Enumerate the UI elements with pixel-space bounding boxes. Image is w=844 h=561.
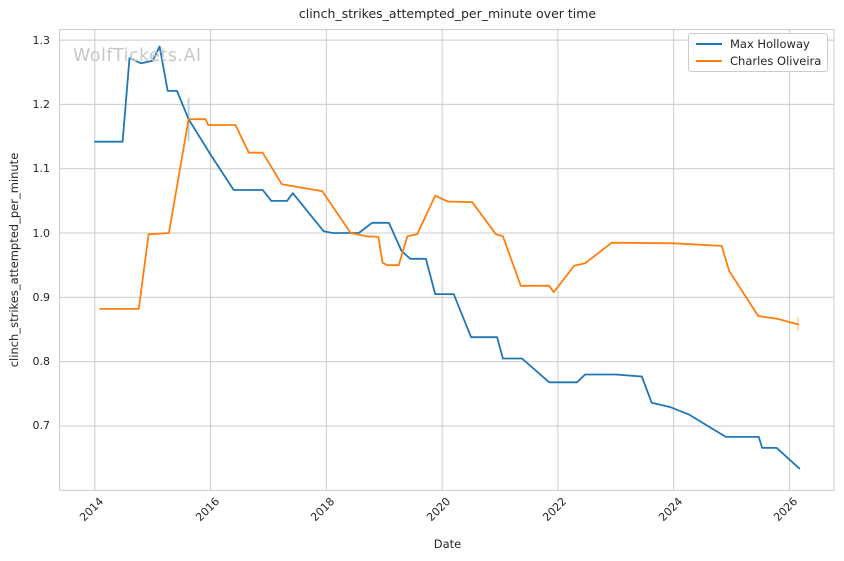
legend-label: Charles Oliveira xyxy=(730,53,822,68)
series-line-charles-oliveira xyxy=(99,118,799,326)
y-tick-label-1.3: 1.3 xyxy=(32,33,51,47)
y-tick-label-0.9: 0.9 xyxy=(32,290,51,304)
legend-line-swatch-icon xyxy=(696,59,722,62)
legend: Max Holloway Charles Oliveira xyxy=(688,33,828,72)
y-tick-label-1.0: 1.0 xyxy=(32,226,51,240)
y-tick-label-0.8: 0.8 xyxy=(32,355,51,369)
watermark: WolfTickets.AI xyxy=(73,46,202,66)
y-tick-label-0.7: 0.7 xyxy=(32,419,51,433)
legend-line-swatch-icon xyxy=(696,43,722,46)
x-axis-label: Date xyxy=(433,537,462,551)
y-tick-label-1.1: 1.1 xyxy=(32,162,51,176)
y-axis-label: clinch_strikes_attempted_per_minute xyxy=(7,152,21,368)
legend-item-max-holloway: Max Holloway xyxy=(696,37,820,51)
chart-title: clinch_strikes_attempted_per_minute over… xyxy=(298,6,597,21)
series-line-max-holloway xyxy=(93,45,801,470)
plot-background xyxy=(59,29,834,491)
y-tick-label-1.2: 1.2 xyxy=(32,97,51,111)
legend-item-charles-oliveira: Charles Oliveira xyxy=(696,53,822,68)
plot-frame xyxy=(59,29,835,491)
legend-label: Max Holloway xyxy=(730,37,810,52)
